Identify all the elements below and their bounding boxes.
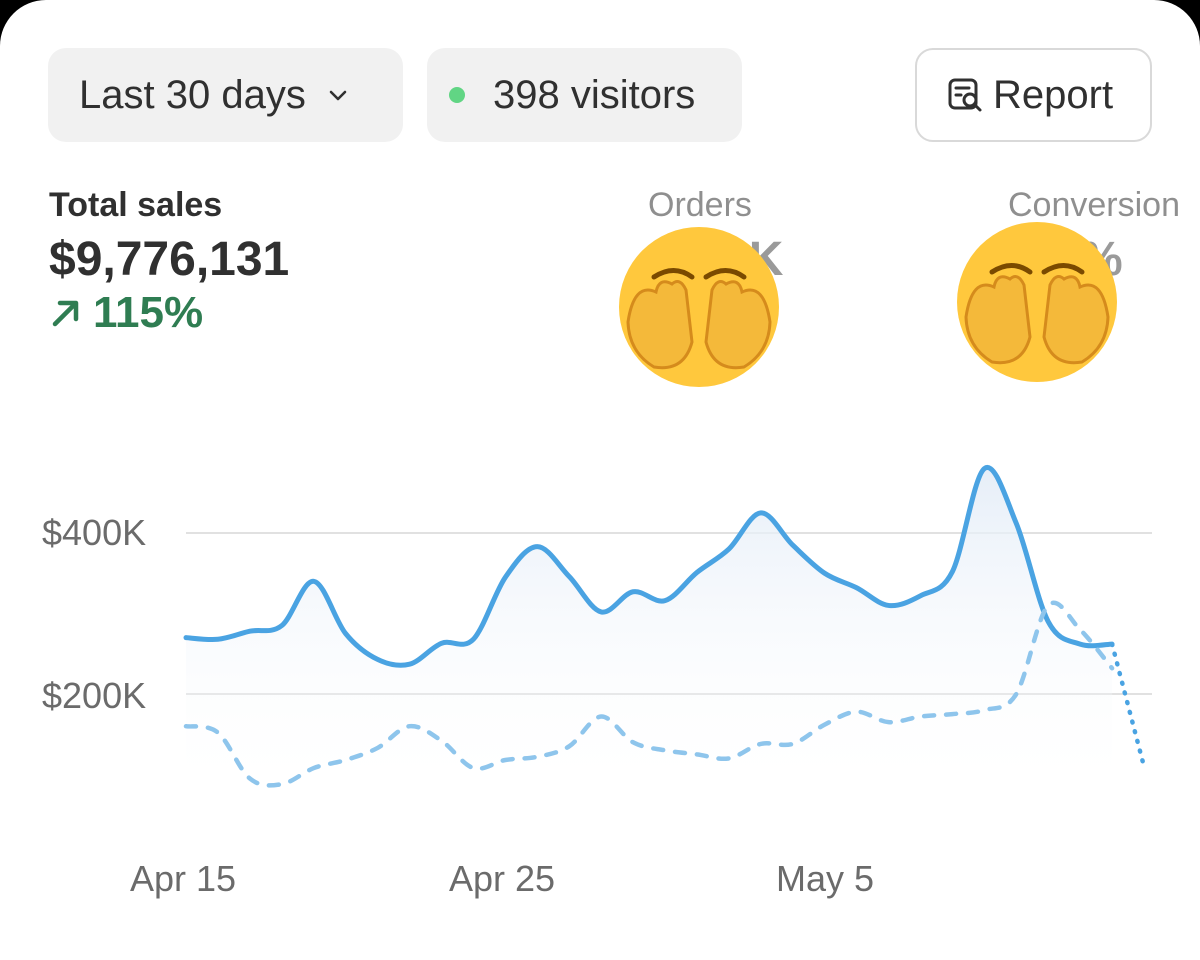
date-range-dropdown[interactable]: Last 30 days bbox=[48, 48, 403, 142]
previous-period-line bbox=[183, 600, 1115, 788]
report-label: Report bbox=[993, 72, 1114, 117]
report-search-icon bbox=[948, 78, 982, 112]
incomplete-period-line bbox=[1109, 641, 1147, 769]
face-covering-eyes-emoji bbox=[957, 222, 1117, 382]
live-visitors-button[interactable]: 398 visitors bbox=[427, 48, 742, 142]
chevron-down-icon bbox=[329, 90, 347, 101]
orders-label[interactable]: Orders bbox=[648, 186, 752, 224]
visitors-label: 398 visitors bbox=[493, 72, 696, 117]
x-tick-label: May 5 bbox=[776, 858, 875, 899]
series-area-fill bbox=[186, 467, 1113, 800]
face-covering-eyes-emoji bbox=[619, 227, 779, 387]
arrow-up-right-icon bbox=[52, 300, 79, 327]
x-tick-label: Apr 25 bbox=[449, 858, 556, 899]
total-sales-change-value: 115% bbox=[93, 288, 204, 337]
date-range-label: Last 30 days bbox=[79, 72, 306, 117]
sales-line-chart bbox=[183, 465, 1152, 800]
x-tick-label: Apr 15 bbox=[130, 858, 237, 899]
live-dot-icon bbox=[449, 87, 465, 103]
current-period-line bbox=[183, 465, 1115, 668]
y-tick-label: $400K bbox=[42, 512, 147, 553]
report-button[interactable]: Report bbox=[915, 48, 1152, 142]
total-sales-label: Total sales bbox=[49, 186, 223, 224]
y-tick-label: $200K bbox=[42, 675, 147, 716]
total-sales-value: $9,776,131 bbox=[49, 233, 290, 286]
total-sales-change: 115% bbox=[49, 288, 203, 338]
conversion-label[interactable]: Conversion bbox=[1008, 186, 1180, 224]
